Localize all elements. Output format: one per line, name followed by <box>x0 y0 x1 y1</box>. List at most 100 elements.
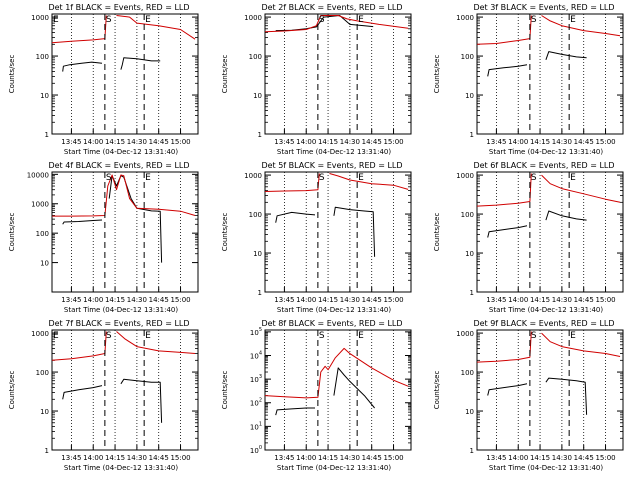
x-tick-label: 14:00 <box>508 296 528 304</box>
x-axis-label: Start Time (04-Dec-12 13:31:40) <box>489 148 603 156</box>
y-tick-label: 105 <box>250 327 262 337</box>
lld-series-line <box>116 331 196 354</box>
lld-series-line <box>265 15 409 33</box>
events-series-line <box>487 64 528 77</box>
y-axis-label: Counts/sec <box>433 213 441 252</box>
events-series-line <box>62 219 103 225</box>
y-tick-label: 1 <box>258 131 262 139</box>
flare-marker-label: E <box>358 15 364 25</box>
flare-marker-label: S <box>531 15 537 25</box>
chart-panel-2: Det 2f BLACK = Events, RED = LLD Counts/s… <box>221 3 412 156</box>
plot-frame <box>476 13 624 135</box>
x-tick-label: 14:30 <box>127 296 147 304</box>
x-tick-label: 14:45 <box>362 454 382 462</box>
flare-marker-label: S <box>531 331 537 341</box>
chart-title: Det 7f BLACK = Events, RED = LLD <box>48 319 189 328</box>
events-series-line <box>487 383 528 396</box>
x-axis-label: Start Time (04-Dec-12 13:31:40) <box>489 306 603 314</box>
x-tick-label: 14:30 <box>340 138 360 146</box>
x-tick-label: 15:00 <box>595 138 615 146</box>
y-tick-label: 101 <box>250 421 262 431</box>
lld-series-line <box>541 174 621 203</box>
flare-marker-label: E <box>53 331 59 341</box>
plot-frame <box>476 329 624 451</box>
x-tick-label: 14:45 <box>149 296 169 304</box>
events-series-line <box>62 61 103 72</box>
lld-series-line <box>477 15 532 45</box>
x-tick-label: 14:00 <box>508 454 528 462</box>
x-tick-label: 14:45 <box>574 138 594 146</box>
x-tick-label: 14:30 <box>340 296 360 304</box>
y-axis-label: Counts/sec <box>8 55 16 94</box>
x-tick-label: 14:45 <box>574 296 594 304</box>
y-axis-label: Counts/sec <box>8 213 16 252</box>
y-tick-label: 10 <box>40 92 49 100</box>
events-series-line <box>487 225 528 238</box>
y-tick-label: 10 <box>465 408 474 416</box>
flare-marker-label: E <box>145 331 151 341</box>
x-tick-label: 14:15 <box>318 296 338 304</box>
x-tick-label: 14:30 <box>127 138 147 146</box>
y-tick-label: 10 <box>465 92 474 100</box>
x-tick-label: 14:15 <box>105 138 125 146</box>
x-tick-label: 15:00 <box>170 138 190 146</box>
x-tick-label: 13:45 <box>486 454 506 462</box>
lld-series-line <box>52 15 107 44</box>
x-tick-label: 14:30 <box>552 454 572 462</box>
flare-marker-label: E <box>358 331 364 341</box>
y-tick-label: 100 <box>36 230 49 238</box>
x-axis-label: Start Time (04-Dec-12 13:31:40) <box>64 464 178 472</box>
chart-panel-5: Det 5f BLACK = Events, RED = LLD Counts/s… <box>221 161 412 314</box>
x-tick-label: 14:30 <box>340 454 360 462</box>
y-tick-label: 100 <box>36 53 49 61</box>
events-series-line <box>275 211 316 223</box>
y-axis-label: Counts/sec <box>433 55 441 94</box>
chart-title: Det 3f BLACK = Events, RED = LLD <box>473 3 614 12</box>
chart-title: Det 1f BLACK = Events, RED = LLD <box>48 3 189 12</box>
x-tick-label: 14:00 <box>296 454 316 462</box>
x-tick-label: 14:30 <box>552 138 572 146</box>
x-tick-label: 14:15 <box>318 138 338 146</box>
lld-series-line <box>329 173 409 190</box>
y-tick-label: 1000 <box>456 172 474 180</box>
y-tick-label: 103 <box>250 374 262 384</box>
events-series-line <box>62 385 103 400</box>
flare-marker-label: S <box>106 173 112 183</box>
x-tick-label: 14:00 <box>83 138 103 146</box>
flare-marker-label: E <box>570 15 576 25</box>
x-tick-label: 14:00 <box>83 296 103 304</box>
flare-marker-label: S <box>319 331 325 341</box>
plot-frame <box>51 171 199 293</box>
y-axis-label: Counts/sec <box>221 213 229 252</box>
x-tick-label: 14:45 <box>362 296 382 304</box>
y-tick-label: 1000 <box>31 201 49 209</box>
x-tick-label: 15:00 <box>595 454 615 462</box>
x-tick-label: 13:45 <box>486 138 506 146</box>
y-axis-label: Counts/sec <box>8 371 16 410</box>
chart-panel-1: Det 1f BLACK = Events, RED = LLD Counts/s… <box>8 3 199 156</box>
x-axis-label: Start Time (04-Dec-12 13:31:40) <box>489 464 603 472</box>
flare-marker-label: E <box>53 15 59 25</box>
x-tick-label: 14:15 <box>105 296 125 304</box>
x-tick-label: 14:15 <box>318 454 338 462</box>
chart-panel-8: Det 8f BLACK = Events, RED = LLD Counts/s… <box>221 319 412 472</box>
lld-series-line <box>265 173 320 192</box>
chart-panel-3: Det 3f BLACK = Events, RED = LLD Counts/s… <box>433 3 624 156</box>
x-tick-label: 14:45 <box>149 138 169 146</box>
x-tick-label: 15:00 <box>383 454 403 462</box>
x-axis-label: Start Time (04-Dec-12 13:31:40) <box>277 148 391 156</box>
lld-series-line <box>265 347 409 399</box>
flare-marker-label: E <box>570 173 576 183</box>
flare-marker-label: S <box>106 15 112 25</box>
x-tick-label: 14:15 <box>530 454 550 462</box>
x-axis-label: Start Time (04-Dec-12 13:31:40) <box>64 148 178 156</box>
y-axis-label: Counts/sec <box>433 371 441 410</box>
y-tick-label: 1000 <box>31 330 49 338</box>
y-tick-label: 100 <box>249 53 262 61</box>
flare-marker-label: E <box>358 173 364 183</box>
flare-marker-label: S <box>319 15 325 25</box>
chart-title: Det 6f BLACK = Events, RED = LLD <box>473 161 614 170</box>
y-tick-label: 1 <box>45 131 49 139</box>
plot-frame <box>51 13 199 135</box>
